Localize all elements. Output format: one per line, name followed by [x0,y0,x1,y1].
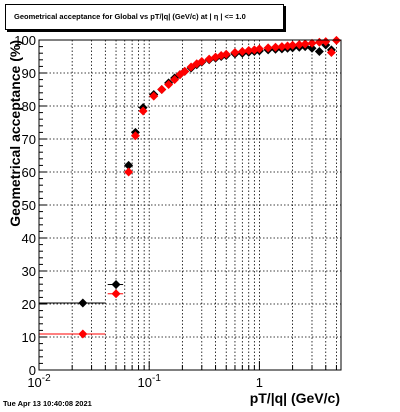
data-point [300,39,310,49]
data-point [254,44,264,54]
series-red [39,35,341,339]
data-point [130,131,140,141]
data-point [124,167,134,177]
data-point [271,42,281,52]
data-point [307,38,317,48]
data-point [124,160,134,170]
series-layer [39,35,341,339]
data-point [244,46,254,56]
data-point [186,62,196,72]
data-point [237,47,247,57]
y-tick-label: 0 [29,363,36,378]
data-point [170,75,180,85]
data-point [164,80,174,90]
data-point [78,298,88,308]
data-point [221,49,231,59]
data-point [149,91,159,101]
datestamp: Tue Apr 13 10:40:08 2021 [3,399,92,408]
y-tick-label: 80 [22,99,36,114]
chart-title: Geometrical acceptance for Global vs pT/… [14,12,246,21]
data-point [111,289,121,299]
data-point [230,48,240,58]
data-point [157,85,167,94]
x-tick-label: 10-1 [138,373,162,390]
data-point [263,43,273,53]
y-tick-label: 70 [22,132,36,147]
data-point [197,56,207,66]
data-point [314,47,324,57]
y-tick-label: 60 [22,165,36,180]
data-point [288,40,298,50]
data-point [249,45,259,55]
series-black [39,40,336,308]
y-tick-label: 90 [22,66,36,81]
data-point [307,43,317,53]
x-tick-label: 1 [256,375,263,390]
x-axis-label: pT/|q| (GeV/c) [250,390,340,406]
data-point [111,280,121,290]
data-point [321,37,331,47]
grid [39,40,341,370]
title-box: Geometrical acceptance for Global vs pT/… [5,4,284,30]
y-tick-label: 100 [14,33,36,48]
axes: 0 10 20 30 40 50 60 70 80 90 100 10-2 10-1 1 [14,33,342,390]
y-tick-label: 50 [22,198,36,213]
data-point [277,42,287,52]
data-point [326,48,336,58]
y-tick-label: 20 [22,297,36,312]
x-tick-label: 10-2 [27,373,51,390]
y-tick-label: 30 [22,264,36,279]
y-axis-label: Geometrical acceptance (%) [7,40,23,227]
y-tick-label: 10 [22,330,36,345]
data-point [78,329,88,339]
y-tick-label: 40 [22,231,36,246]
data-point [180,66,190,76]
data-point [294,40,304,50]
data-point [138,106,148,116]
